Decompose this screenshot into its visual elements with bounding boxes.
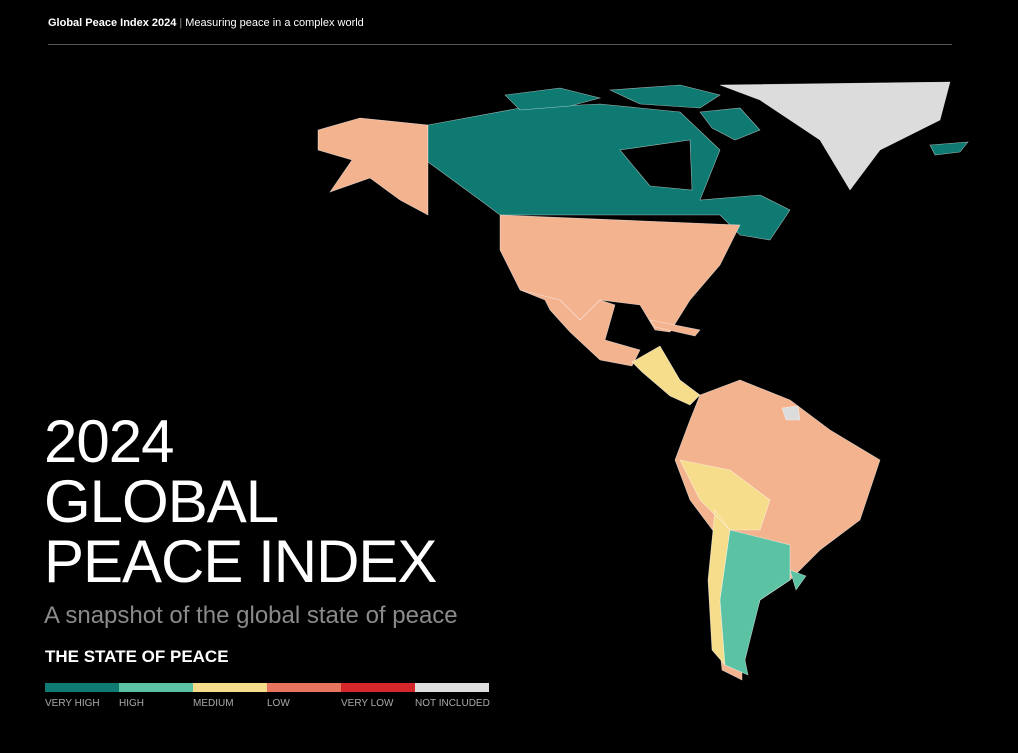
mexico	[519, 289, 641, 367]
cuba	[649, 319, 701, 337]
uruguay	[789, 569, 807, 591]
legend-label: VERY LOW	[341, 698, 394, 709]
hero-line: 2024	[44, 408, 174, 475]
legend-swatch	[193, 683, 267, 692]
legend-bar	[45, 683, 489, 692]
argentina	[719, 529, 791, 676]
legend-label: LOW	[267, 698, 290, 709]
legend-swatch	[45, 683, 119, 692]
legend-swatch	[119, 683, 193, 692]
legend-label: VERY HIGH	[45, 698, 100, 709]
legend-labels: VERY HIGH HIGH MEDIUM LOW VERY LOW NOT INCLUD…	[45, 698, 490, 709]
hero: 2024 GLOBAL PEACE INDEX A snapshot of th…	[44, 412, 458, 630]
usa	[499, 214, 741, 333]
legend-title: THE STATE OF PEACE	[45, 647, 229, 666]
alaska	[317, 117, 429, 216]
legend-label: MEDIUM	[193, 698, 234, 709]
hero-line: GLOBAL	[44, 468, 279, 535]
hero-line: PEACE INDEX	[44, 528, 437, 595]
legend-label: HIGH	[119, 698, 144, 709]
arctic-islands	[504, 84, 969, 156]
header-tagline: Measuring peace in a complex world	[185, 17, 364, 29]
legend-swatch	[415, 683, 489, 692]
header: Global Peace Index 2024 | Measuring peace …	[48, 17, 364, 29]
hudson-bay	[619, 139, 693, 191]
guyana	[781, 405, 801, 421]
legend-swatch	[341, 683, 415, 692]
central-america	[631, 345, 701, 406]
greenland	[719, 81, 951, 191]
legend-label: NOT INCLUDED	[415, 698, 490, 709]
header-title: Global Peace Index 2024	[48, 17, 177, 29]
south-america	[674, 379, 881, 681]
header-rule	[48, 44, 952, 45]
canada	[427, 103, 791, 241]
legend-swatch	[267, 683, 341, 692]
hero-subtitle: A snapshot of the global state of peace	[44, 602, 458, 629]
